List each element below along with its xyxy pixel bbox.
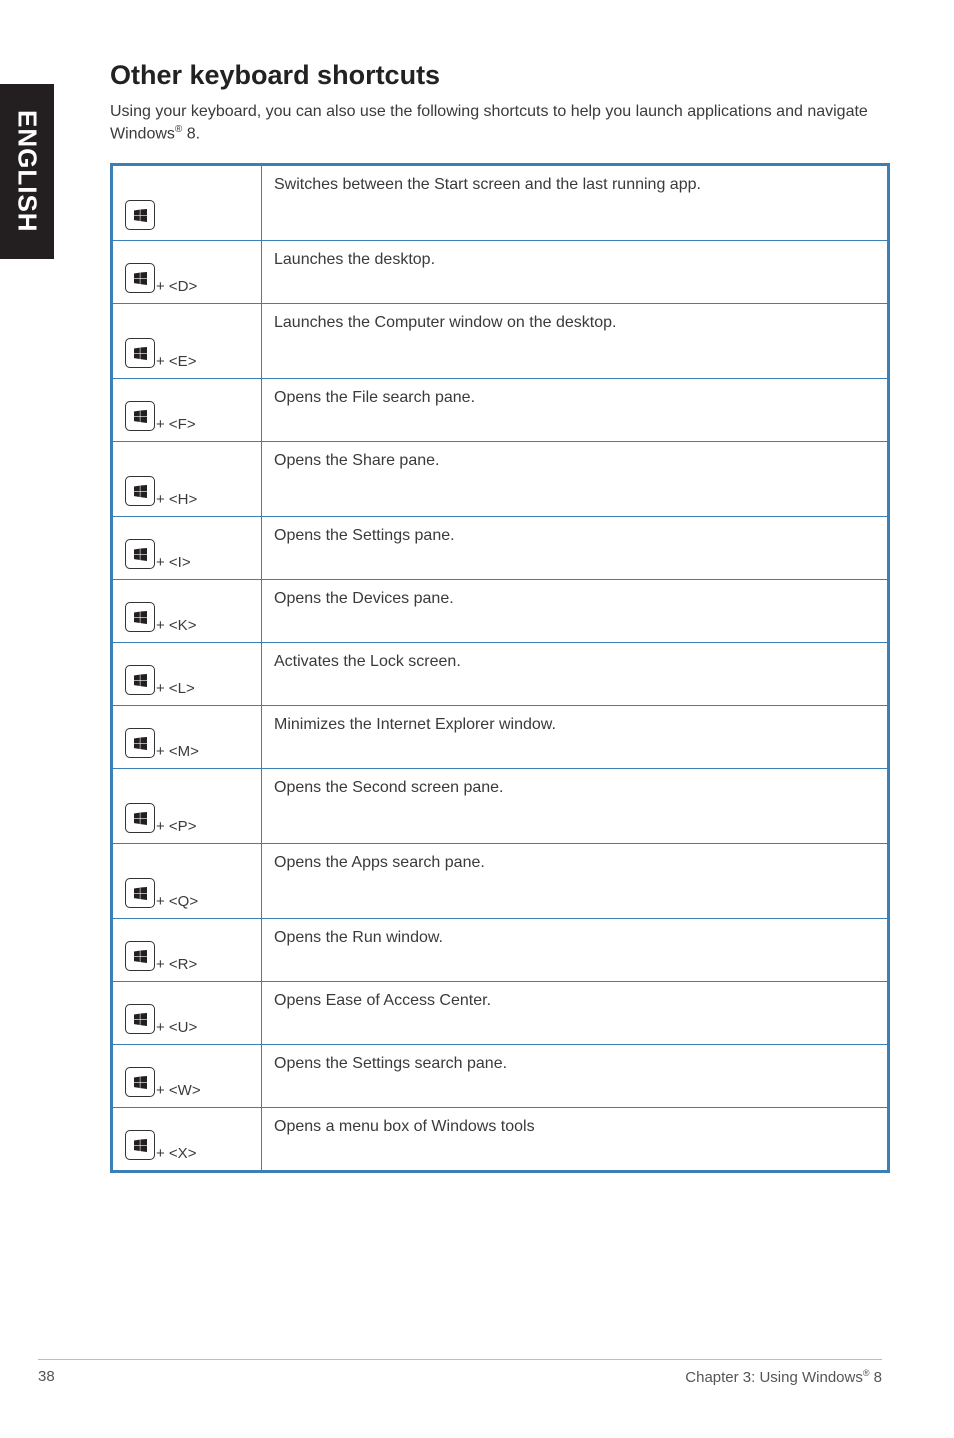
page-footer: 38 Chapter 3: Using Windows® 8 [38, 1359, 882, 1386]
shortcut-description-cell: Activates the Lock screen. [262, 642, 889, 705]
shortcut-key-combo: + <K> [156, 617, 196, 634]
windows-key-icon [125, 539, 155, 569]
table-row: + <H> Opens the Share pane. [112, 441, 889, 516]
table-row: + <M> Minimizes the Internet Explorer win… [112, 705, 889, 768]
shortcut-description-cell: Opens the Devices pane. [262, 579, 889, 642]
shortcuts-table: Switches between the Start screen and th… [110, 163, 890, 1173]
table-row: + <E> Launches the Computer window on the… [112, 303, 889, 378]
table-row: + <L> Activates the Lock screen. [112, 642, 889, 705]
section-heading: Other keyboard shortcuts [110, 60, 890, 91]
shortcut-description-cell: Launches the Computer window on the desk… [262, 303, 889, 378]
shortcut-description-cell: Opens the Settings search pane. [262, 1044, 889, 1107]
shortcut-key-cell: + <W> [112, 1044, 262, 1107]
intro-paragraph: Using your keyboard, you can also use th… [110, 101, 890, 145]
table-row: + <K> Opens the Devices pane. [112, 579, 889, 642]
shortcut-description-cell: Minimizes the Internet Explorer window. [262, 705, 889, 768]
intro-text-2: 8. [182, 125, 200, 142]
windows-key-icon [125, 665, 155, 695]
table-row: + <U> Opens Ease of Access Center. [112, 981, 889, 1044]
shortcut-key-combo: + <R> [156, 956, 197, 973]
windows-key-icon [125, 1067, 155, 1097]
table-row: + <D> Launches the desktop. [112, 240, 889, 303]
windows-key-icon [125, 803, 155, 833]
shortcut-key-combo: + <U> [156, 1019, 197, 1036]
shortcut-key-combo: + <P> [156, 818, 196, 835]
shortcut-key-cell: + <I> [112, 516, 262, 579]
chapter-prefix: Chapter 3: Using Windows [685, 1369, 863, 1386]
table-row: + <F> Opens the File search pane. [112, 378, 889, 441]
language-tab-label: ENGLISH [12, 110, 43, 233]
windows-key-icon [125, 878, 155, 908]
table-row: + <R> Opens the Run window. [112, 918, 889, 981]
shortcut-description-cell: Launches the desktop. [262, 240, 889, 303]
shortcut-key-cell: + <Q> [112, 843, 262, 918]
shortcut-key-combo: + <W> [156, 1082, 201, 1099]
shortcut-description-cell: Opens a menu box of Windows tools [262, 1107, 889, 1171]
shortcut-description-cell: Opens the File search pane. [262, 378, 889, 441]
shortcut-key-cell [112, 164, 262, 240]
shortcut-key-cell: + <U> [112, 981, 262, 1044]
shortcut-key-cell: + <L> [112, 642, 262, 705]
shortcut-key-combo: + <H> [156, 491, 197, 508]
windows-key-icon [125, 200, 155, 230]
table-row: Switches between the Start screen and th… [112, 164, 889, 240]
shortcut-key-cell: + <E> [112, 303, 262, 378]
shortcut-key-combo: + <M> [156, 743, 199, 760]
table-row: + <P> Opens the Second screen pane. [112, 768, 889, 843]
windows-key-icon [125, 941, 155, 971]
shortcut-description-cell: Opens the Run window. [262, 918, 889, 981]
table-row: + <W> Opens the Settings search pane. [112, 1044, 889, 1107]
windows-key-icon [125, 263, 155, 293]
page-content: Other keyboard shortcuts Using your keyb… [110, 60, 890, 1173]
shortcut-description-cell: Opens the Share pane. [262, 441, 889, 516]
windows-key-icon [125, 476, 155, 506]
shortcut-key-cell: + <M> [112, 705, 262, 768]
chapter-suffix: 8 [869, 1369, 882, 1386]
shortcut-key-combo: + <F> [156, 416, 196, 433]
table-row: + <I> Opens the Settings pane. [112, 516, 889, 579]
shortcut-key-cell: + <F> [112, 378, 262, 441]
shortcut-key-cell: + <R> [112, 918, 262, 981]
shortcut-description-cell: Opens the Apps search pane. [262, 843, 889, 918]
windows-key-icon [125, 338, 155, 368]
windows-key-icon [125, 1004, 155, 1034]
shortcut-key-combo: + <L> [156, 680, 195, 697]
shortcut-description-cell: Opens the Settings pane. [262, 516, 889, 579]
shortcut-description-cell: Opens the Second screen pane. [262, 768, 889, 843]
table-row: + <Q> Opens the Apps search pane. [112, 843, 889, 918]
shortcut-key-combo: + <X> [156, 1145, 196, 1162]
windows-key-icon [125, 602, 155, 632]
chapter-label: Chapter 3: Using Windows® 8 [685, 1368, 882, 1386]
shortcut-key-cell: + <D> [112, 240, 262, 303]
shortcut-key-combo: + <E> [156, 353, 196, 370]
page-number: 38 [38, 1368, 55, 1386]
intro-text-1: Using your keyboard, you can also use th… [110, 103, 868, 142]
windows-key-icon [125, 401, 155, 431]
shortcut-description-cell: Opens Ease of Access Center. [262, 981, 889, 1044]
table-row: + <X> Opens a menu box of Windows tools [112, 1107, 889, 1171]
shortcut-key-cell: + <K> [112, 579, 262, 642]
shortcut-key-combo: + <I> [156, 554, 191, 571]
shortcut-key-combo: + <D> [156, 278, 197, 295]
windows-key-icon [125, 1130, 155, 1160]
shortcut-key-cell: + <H> [112, 441, 262, 516]
shortcut-key-combo: + <Q> [156, 893, 198, 910]
windows-key-icon [125, 728, 155, 758]
shortcut-description-cell: Switches between the Start screen and th… [262, 164, 889, 240]
shortcut-key-cell: + <P> [112, 768, 262, 843]
shortcut-key-cell: + <X> [112, 1107, 262, 1171]
language-tab: ENGLISH [0, 84, 54, 259]
